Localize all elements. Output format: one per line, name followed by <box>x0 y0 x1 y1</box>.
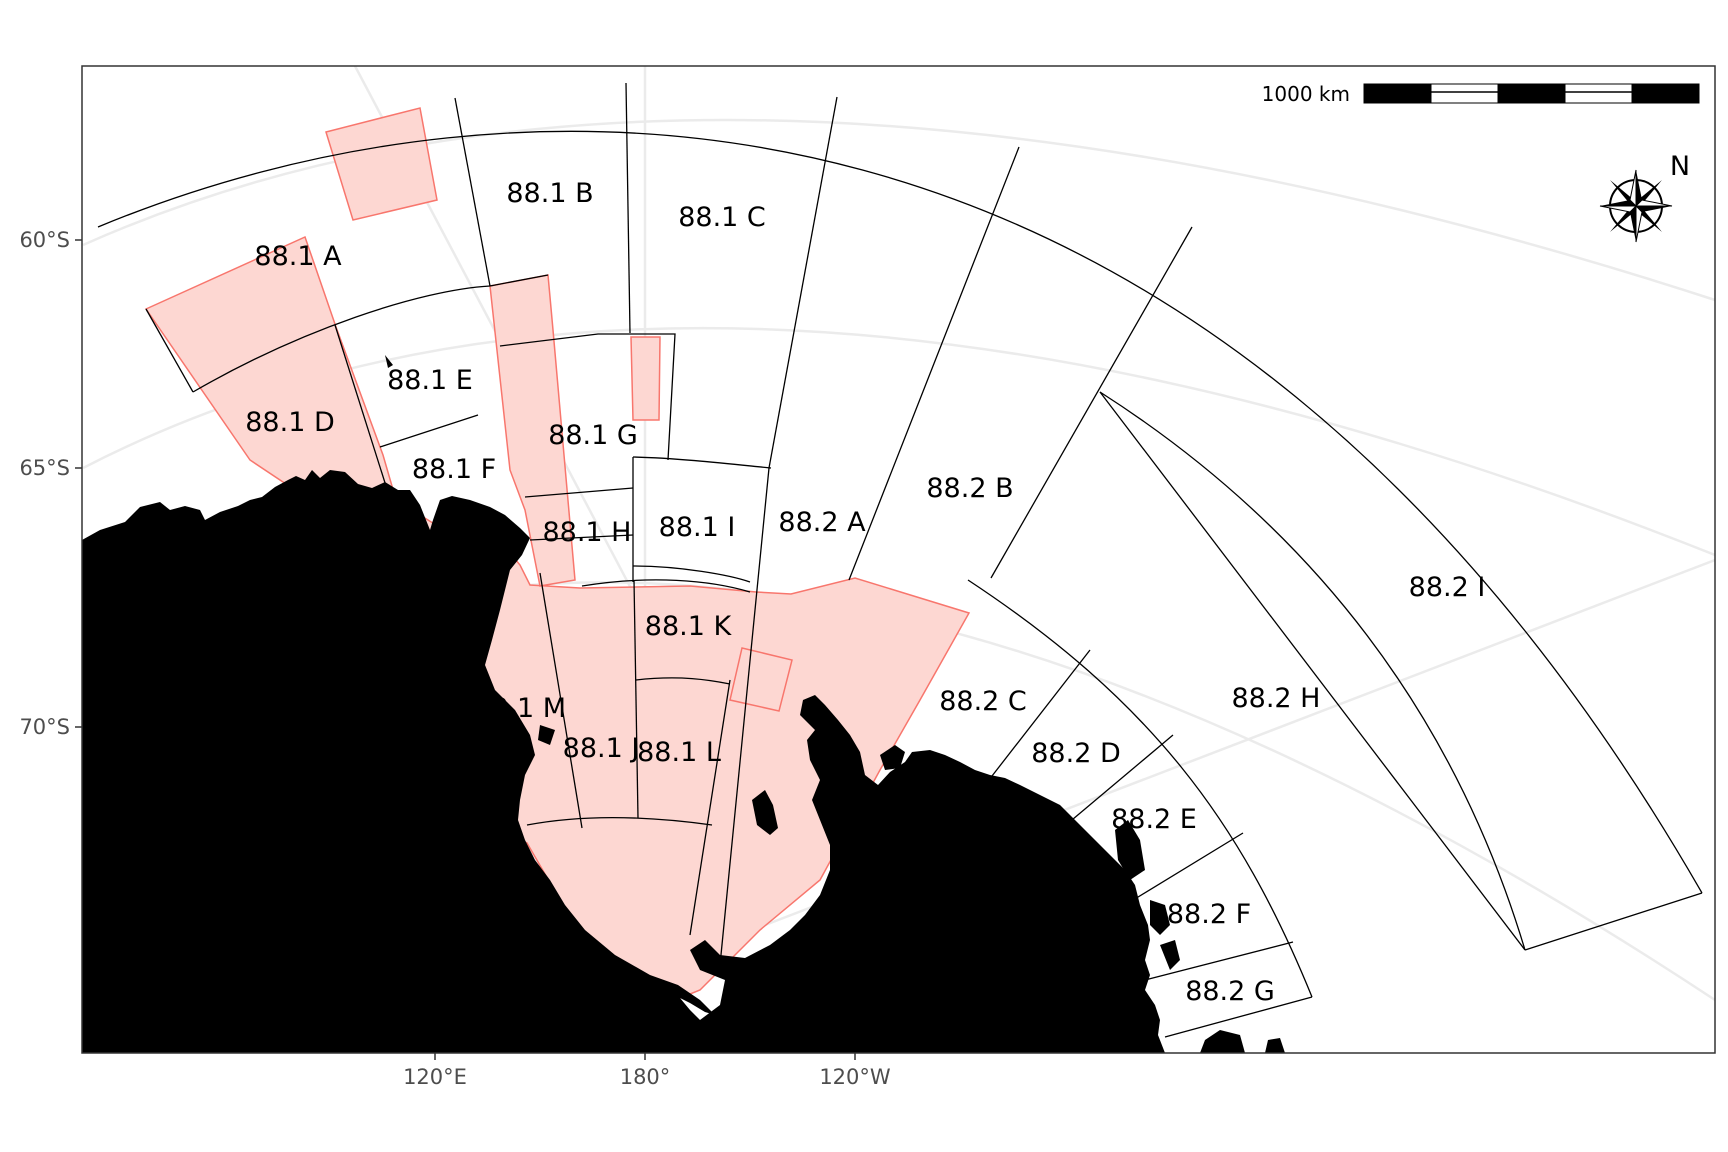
region-label-88-1-d: 88.1 D <box>245 407 335 438</box>
region-label-88-1-l: 88.1 L <box>637 737 721 768</box>
arc-88-2-c-g <box>967 579 1313 998</box>
region-label-88-1-k: 88.1 K <box>645 611 733 642</box>
arc-88-1-a-d <box>145 308 194 393</box>
region-label-88-1-j: 88.1 J <box>563 733 640 764</box>
region-label-88-2-a: 88.2 A <box>778 507 866 538</box>
region-label-88-1-g: 88.1 G <box>548 420 638 451</box>
line-88-2-g-bottom <box>1164 996 1313 1038</box>
line-88-2-h-bottom <box>1524 892 1703 951</box>
region-label-88-2-c: 88.2 C <box>939 686 1027 717</box>
land-island-9 <box>385 355 393 368</box>
line-88-2-d-e <box>1059 734 1174 831</box>
lon-label-120w: 120°W <box>819 1065 891 1089</box>
scale-bar: 1000 km <box>1262 82 1700 106</box>
land-island-6 <box>1200 1030 1245 1053</box>
region-labels: 88.1 A 88.1 B 88.1 C 88.1 D 88.1 E 88.1 … <box>245 178 1485 1007</box>
land-island-7 <box>1265 1038 1285 1053</box>
line-d-e <box>334 324 496 831</box>
line-c-88-2-b <box>768 96 838 469</box>
land-island-8 <box>538 725 555 745</box>
region-label-88-2-d: 88.2 D <box>1031 738 1121 769</box>
region-label-88-2-f: 88.2 F <box>1167 899 1251 930</box>
scale-bar-segment-5 <box>1631 83 1700 104</box>
scale-bar-segment-4 <box>1564 83 1633 104</box>
compass-rose-icon <box>1599 169 1673 243</box>
line-bottom-arc <box>526 816 713 826</box>
land-island-1 <box>752 790 778 835</box>
arc-88-1-inner-1 <box>192 285 491 393</box>
closed-area-box-88-1-c <box>630 336 661 421</box>
land-island-4 <box>1150 900 1170 935</box>
region-label-88-1-h: 88.1 H <box>542 517 631 548</box>
line-88-2-c-d <box>984 649 1091 786</box>
land-victoria-land <box>82 470 1165 1053</box>
region-label-88-2-h: 88.2 H <box>1231 683 1320 714</box>
region-label-88-2-i: 88.2 I <box>1409 572 1486 603</box>
arc-88-1-inner-2 <box>489 274 549 287</box>
line-88-2-f-g <box>1144 941 1294 981</box>
latitude-axis <box>75 239 82 728</box>
scale-bar-label: 1000 km <box>1262 82 1350 106</box>
land-island-3 <box>1115 820 1145 880</box>
line-k-top <box>632 565 751 583</box>
outer-arc <box>97 130 1703 894</box>
line-i-top <box>632 456 772 469</box>
lon-label-180: 180° <box>620 1065 671 1089</box>
line-j-l <box>633 579 639 819</box>
line-f-h <box>529 534 634 541</box>
closed-area-strip-88-1-g <box>489 274 576 587</box>
line-g-h <box>524 487 634 498</box>
longitude-axis <box>434 1053 856 1060</box>
region-label-88-2-e: 88.2 E <box>1111 804 1197 835</box>
region-boundaries <box>97 82 1703 1038</box>
land-island-5 <box>1160 940 1180 970</box>
region-label-88-1-b: 88.1 B <box>506 178 593 209</box>
region-label-88-1-a: 88.1 A <box>254 241 342 272</box>
lon-label-120e: 120°E <box>403 1065 467 1089</box>
region-label-88-2-g: 88.2 G <box>1185 976 1275 1007</box>
line-l-88-2-a <box>689 679 731 936</box>
antarctica-landmass <box>82 355 1285 1053</box>
north-label: N <box>1670 151 1690 182</box>
lat-label-65s: 65°S <box>19 456 70 480</box>
scale-bar-segment-1 <box>1363 83 1432 104</box>
line-88-2-a-edge <box>719 467 770 966</box>
line-88-2-h-i <box>1099 391 1526 951</box>
lat-label-60s: 60°S <box>19 228 70 252</box>
line-88-2-b-c <box>848 146 1020 581</box>
line-i-bottom <box>581 579 751 593</box>
closed-area-box-88-2-a <box>729 647 793 712</box>
region-label-88-1-m: 88.1 M <box>474 693 566 724</box>
line-k-bottom <box>635 677 731 685</box>
line-88-2-b-h <box>990 226 1193 579</box>
line-b-c <box>625 82 631 334</box>
line-h-m <box>539 572 583 829</box>
scale-bar-segment-3 <box>1497 83 1566 104</box>
map-panel-border <box>81 65 1716 1054</box>
region-label-88-1-i: 88.1 I <box>659 512 736 543</box>
region-label-88-1-c: 88.1 C <box>678 202 766 233</box>
region-label-88-2-b: 88.2 B <box>926 473 1013 504</box>
line-88-2-e-f <box>1124 832 1244 906</box>
region-label-88-1-f: 88.1 F <box>412 454 496 485</box>
land-island-2 <box>880 745 905 770</box>
scale-bar-segment-2 <box>1430 83 1499 104</box>
line-g-box <box>499 333 676 461</box>
line-a-b <box>454 97 491 287</box>
line-e-f <box>379 414 479 448</box>
closed-area-box-88-1-a <box>325 107 438 221</box>
lat-label-70s: 70°S <box>19 715 70 739</box>
graticule-parallel-60s <box>82 118 1715 302</box>
arc-88-2-h <box>1099 391 1526 951</box>
region-label-88-1-e: 88.1 E <box>387 365 473 396</box>
